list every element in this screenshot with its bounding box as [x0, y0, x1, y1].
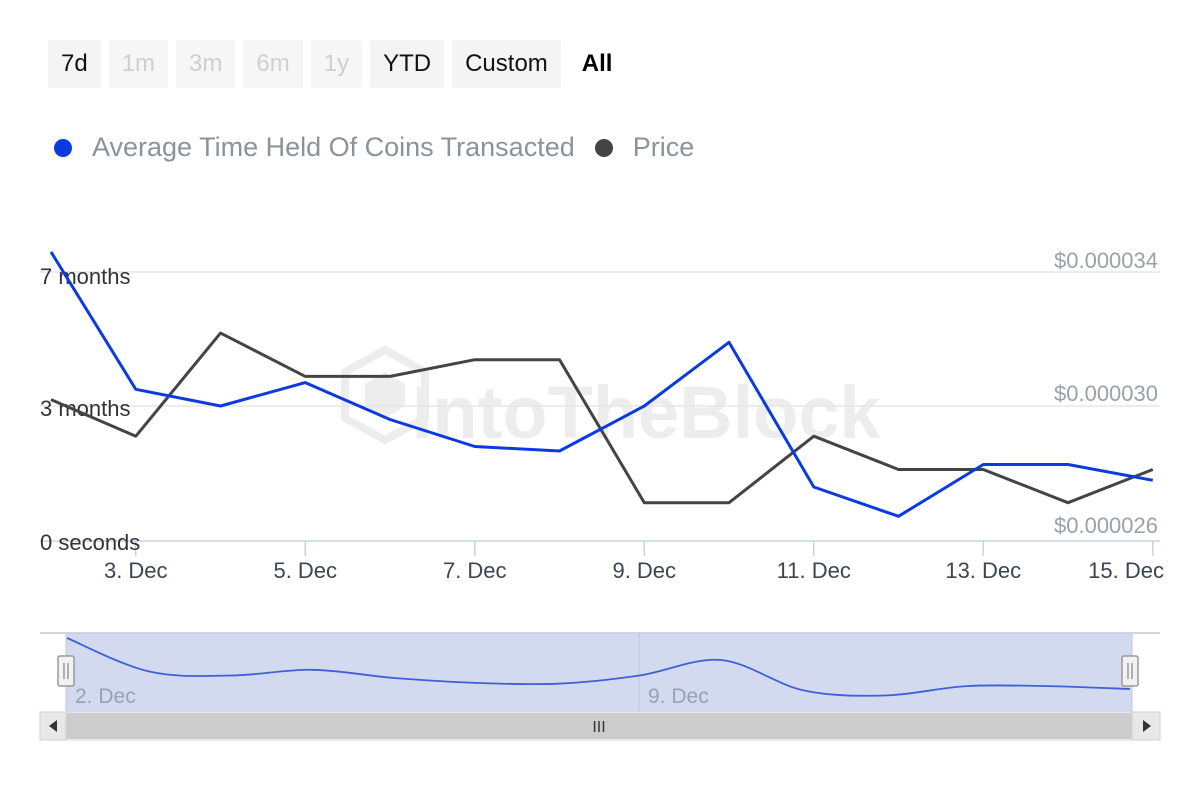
right-axis-label-2: $0.000034: [1054, 248, 1158, 273]
scrollbar-thumb[interactable]: [66, 713, 1132, 739]
range-custom-button[interactable]: Custom: [452, 40, 561, 88]
range-1m-button[interactable]: 1m: [108, 40, 169, 88]
navigator-selection[interactable]: [65, 632, 1133, 713]
x-tick-label-2: 7. Dec: [443, 558, 507, 583]
scrollbar[interactable]: III: [39, 711, 1161, 741]
series-line-price: [50, 331, 1154, 505]
range-3m-button[interactable]: 3m: [176, 40, 236, 88]
grid-lines: [40, 271, 1160, 542]
navigator-label-0: 2. Dec: [75, 685, 136, 708]
left-axis-label-0: 0 seconds: [40, 530, 140, 555]
range-6m-button[interactable]: 6m: [243, 40, 303, 88]
left-axis-label-2: 7 months: [40, 264, 131, 289]
x-tick-label-3: 9. Dec: [612, 558, 676, 583]
legend-dot-price: [594, 138, 613, 157]
legend-label-avg-time: Average Time Held Of Coins Transacted: [92, 132, 575, 162]
legend-item-avg-time[interactable]: Average Time Held Of Coins Transacted: [54, 132, 575, 163]
x-tick-label-6: 15. Dec: [1088, 558, 1164, 583]
navigator: 2. Dec 9. Dec: [40, 632, 1160, 713]
range-1y-button[interactable]: 1y: [310, 40, 363, 88]
right-axis-label-1: $0.000030: [1054, 381, 1158, 406]
range-all-button[interactable]: All: [581, 50, 613, 77]
chart-legend: Average Time Held Of Coins Transacted Pr…: [54, 132, 694, 163]
x-tick-label-1: 5. Dec: [273, 558, 337, 583]
range-7d-button[interactable]: 7d: [48, 40, 101, 88]
arrow-right-icon: [1143, 720, 1151, 732]
watermark: IntoTheBlock: [341, 345, 882, 454]
navigator-left-handle[interactable]: [57, 655, 75, 687]
scroll-left-arrow[interactable]: [39, 711, 67, 741]
scrollbar-grip: III: [592, 719, 605, 736]
range-selector: 7d 1m 3m 6m 1y YTD Custom All: [48, 40, 625, 88]
x-tick-label-4: 11. Dec: [777, 558, 851, 583]
legend-dot-avg-time: [54, 138, 72, 157]
arrow-left-icon: [49, 720, 57, 732]
x-axis-labels: 3. Dec 5. Dec 7. Dec 9. Dec 11. Dec 13. Dec 15…: [104, 558, 1164, 583]
legend-item-price[interactable]: Price: [594, 132, 695, 163]
navigator-right-handle[interactable]: [1121, 655, 1139, 687]
series-line-avg-time: [49, 251, 1154, 518]
x-tick-label-0: 3. Dec: [104, 558, 168, 583]
x-axis-ticks: [135, 541, 1154, 556]
range-ytd-button[interactable]: YTD: [370, 40, 445, 88]
legend-label-price: Price: [632, 132, 695, 162]
navigator-label-1: 9. Dec: [648, 685, 709, 708]
scroll-right-arrow[interactable]: [1131, 711, 1161, 741]
navigator-line: [66, 637, 1131, 697]
x-tick-label-5: 13. Dec: [945, 558, 1021, 583]
watermark-text: IntoTheBlock: [412, 371, 882, 454]
right-axis-label-0: $0.000026: [1054, 513, 1158, 538]
